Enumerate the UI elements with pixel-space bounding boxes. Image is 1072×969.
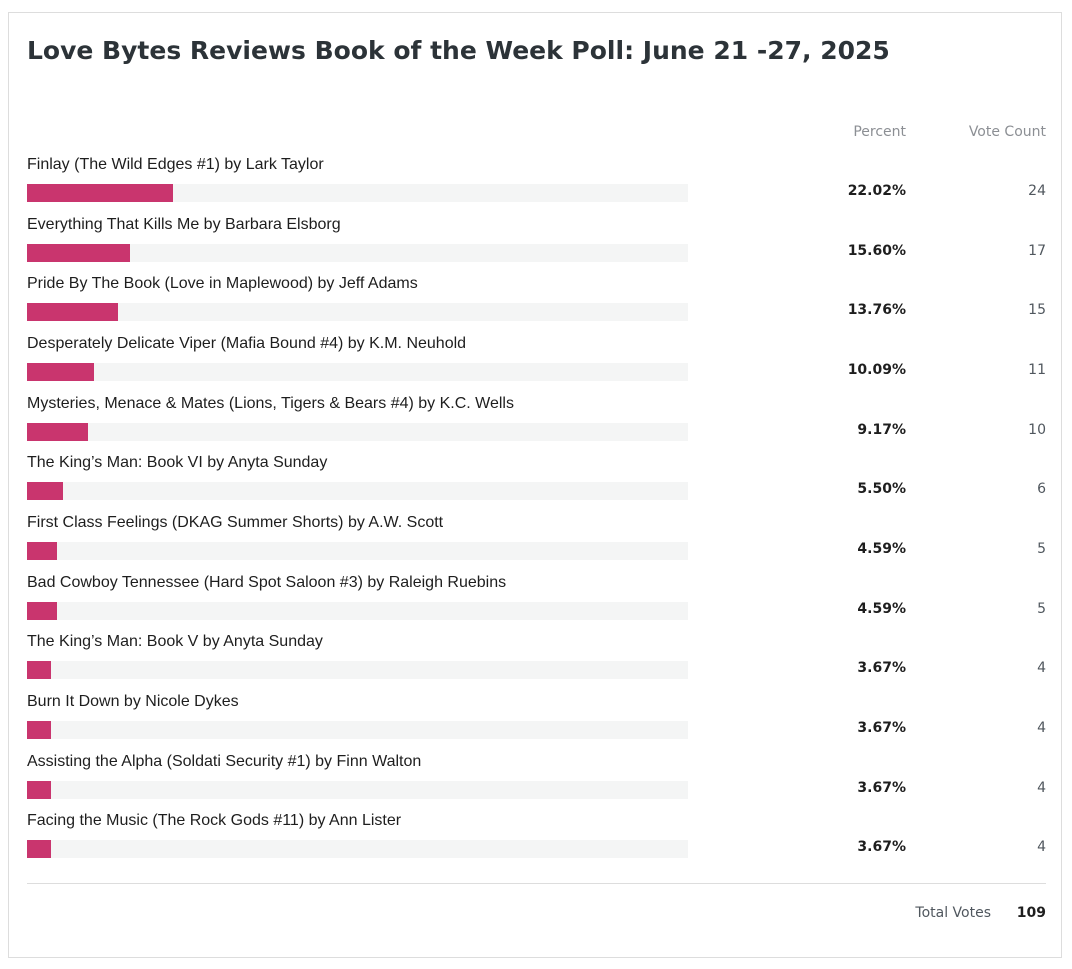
percent-value: 5.50% [857, 481, 906, 498]
bar [27, 780, 52, 799]
percent-value: 4.59% [857, 540, 906, 557]
vote-count: 4 [1037, 660, 1046, 677]
percent-value: 10.09% [847, 361, 906, 378]
bar [27, 184, 173, 202]
percent-value: 3.67% [857, 660, 906, 677]
bar-track [27, 303, 688, 322]
percent-value: 9.17% [857, 421, 906, 438]
bar [27, 422, 88, 441]
option-label: Burn It Down by Nicole Dykes [27, 692, 239, 710]
percent-value: 3.67% [857, 839, 906, 856]
vote-count: 4 [1037, 779, 1046, 796]
vote-count: 5 [1037, 540, 1046, 557]
percent-value: 22.02% [847, 183, 906, 199]
votes-header: Vote Count [968, 124, 1046, 140]
bar-track [27, 184, 688, 202]
option-label: Desperately Delicate Viper (Mafia Bound … [27, 334, 467, 352]
vote-count: 5 [1037, 600, 1046, 617]
option-label: Mysteries, Menace & Mates (Lions, Tigers… [27, 394, 514, 412]
bar [27, 601, 58, 620]
bar-track [27, 720, 688, 739]
percent-value: 13.76% [847, 302, 906, 319]
percent-value: 15.60% [847, 242, 906, 259]
vote-count: 24 [1028, 183, 1046, 199]
option-label: Facing the Music (The Rock Gods #11) by … [27, 812, 402, 830]
bar [27, 303, 118, 322]
bar [27, 840, 52, 859]
percent-value: 3.67% [857, 779, 906, 796]
percent-value: 3.67% [857, 719, 906, 736]
separator [27, 883, 1046, 884]
bar-track [27, 840, 688, 859]
bar-track [27, 780, 688, 799]
bar-track [27, 661, 688, 680]
vote-count: 11 [1028, 361, 1046, 378]
bar [27, 541, 58, 560]
vote-count: 6 [1037, 481, 1046, 498]
option-label: The King’s Man: Book VI by Anyta Sunday [27, 454, 328, 472]
poll-card [8, 12, 1062, 958]
bar-track [27, 482, 688, 501]
option-label: Bad Cowboy Tennessee (Hard Spot Saloon #… [27, 573, 507, 591]
percent-header: Percent [853, 124, 906, 140]
option-label: Pride By The Book (Love in Maplewood) by… [27, 275, 418, 293]
bar [27, 362, 94, 381]
bar [27, 482, 64, 501]
bar [27, 720, 52, 739]
option-label: First Class Feelings (DKAG Summer Shorts… [27, 513, 444, 531]
vote-count: 4 [1037, 719, 1046, 736]
bar-track [27, 541, 688, 560]
vote-count: 4 [1037, 839, 1046, 856]
option-label: Assisting the Alpha (Soldati Security #1… [27, 752, 422, 770]
vote-count: 17 [1028, 242, 1046, 259]
poll-title: Love Bytes Reviews Book of the Week Poll… [27, 36, 890, 65]
bar-track [27, 601, 688, 620]
bar-track [27, 243, 688, 262]
option-label: Finlay (The Wild Edges #1) by Lark Taylo… [27, 156, 324, 173]
option-label: Everything That Kills Me by Barbara Elsb… [27, 215, 341, 233]
bar [27, 243, 131, 262]
total-value: 109 [1016, 905, 1046, 921]
bar-track [27, 422, 688, 441]
percent-value: 4.59% [857, 600, 906, 617]
bar [27, 661, 52, 680]
bar-track [27, 362, 688, 381]
total-label: Total Votes [915, 905, 991, 921]
vote-count: 15 [1028, 302, 1046, 319]
vote-count: 10 [1028, 421, 1046, 438]
option-label: The King’s Man: Book V by Anyta Sunday [27, 633, 323, 651]
